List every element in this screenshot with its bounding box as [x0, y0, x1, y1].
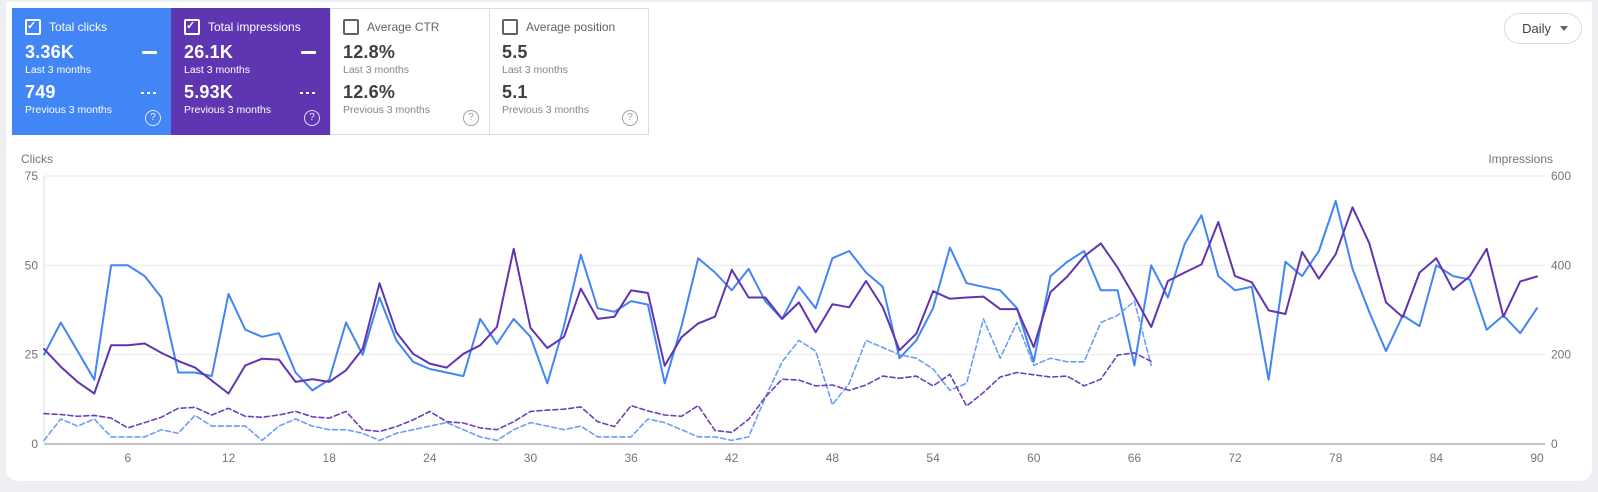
svg-text:18: 18 — [323, 451, 337, 465]
svg-text:84: 84 — [1430, 451, 1444, 465]
card-title: Average position — [526, 20, 616, 34]
card-average-ctr[interactable]: Average CTR 12.8% Last 3 months 12.6% Pr… — [330, 8, 490, 135]
current-value: 12.8% — [343, 42, 396, 62]
card-header: Average position — [502, 19, 636, 35]
current-value-row: 26.1K — [184, 42, 318, 63]
card-total-impressions[interactable]: Total impressions 26.1K Last 3 months 5.… — [171, 8, 331, 135]
current-period-label: Last 3 months — [25, 64, 91, 76]
svg-text:Impressions: Impressions — [1488, 152, 1553, 166]
checkbox-icon[interactable] — [184, 19, 200, 35]
current-value: 3.36K — [25, 42, 75, 62]
svg-text:36: 36 — [624, 451, 638, 465]
granularity-label: Daily — [1522, 21, 1551, 36]
svg-text:600: 600 — [1551, 169, 1571, 183]
current-period-label: Last 3 months — [343, 64, 409, 76]
svg-text:78: 78 — [1329, 451, 1343, 465]
previous-value-row: 749 — [25, 82, 159, 103]
svg-text:50: 50 — [25, 258, 39, 272]
checkbox-icon[interactable] — [25, 19, 41, 35]
svg-text:25: 25 — [25, 348, 39, 362]
card-header: Total impressions — [184, 19, 318, 35]
chevron-down-icon — [1560, 26, 1568, 31]
help-icon[interactable] — [145, 110, 161, 126]
previous-period-label: Previous 3 months — [343, 104, 430, 116]
current-value: 26.1K — [184, 42, 234, 62]
svg-text:24: 24 — [423, 451, 437, 465]
previous-value: 12.6% — [343, 82, 396, 102]
svg-text:0: 0 — [31, 437, 38, 451]
card-title: Average CTR — [367, 20, 440, 34]
previous-period-label: Previous 3 months — [184, 104, 271, 116]
svg-text:Clicks: Clicks — [21, 152, 53, 166]
previous-value: 5.93K — [184, 82, 234, 102]
card-header: Total clicks — [25, 19, 159, 35]
previous-period-label: Previous 3 months — [502, 104, 589, 116]
help-icon[interactable] — [463, 110, 479, 126]
svg-text:400: 400 — [1551, 258, 1571, 272]
granularity-dropdown[interactable]: Daily — [1504, 13, 1582, 44]
previous-period-label: Previous 3 months — [25, 104, 112, 116]
help-icon[interactable] — [304, 110, 320, 126]
checkbox-icon[interactable] — [502, 19, 518, 35]
svg-text:54: 54 — [926, 451, 940, 465]
card-total-clicks[interactable]: Total clicks 3.36K Last 3 months 749 Pre… — [12, 8, 172, 135]
performance-panel: 0 0 25 200 50 400 75 600 Clicks Impressions 6 12 18 2… — [6, 2, 1592, 481]
svg-text:60: 60 — [1027, 451, 1041, 465]
svg-text:72: 72 — [1228, 451, 1242, 465]
card-header: Average CTR — [343, 19, 477, 35]
svg-text:6: 6 — [125, 451, 132, 465]
card-title: Total clicks — [49, 20, 108, 34]
previous-value-row: 5.93K — [184, 82, 318, 103]
metric-cards-row: Total clicks 3.36K Last 3 months 749 Pre… — [12, 8, 649, 135]
svg-text:75: 75 — [25, 169, 39, 183]
svg-text:0: 0 — [1551, 437, 1558, 451]
svg-text:66: 66 — [1128, 451, 1142, 465]
current-value: 5.5 — [502, 42, 528, 62]
current-value-row: 12.8% — [343, 42, 477, 63]
svg-text:90: 90 — [1530, 451, 1544, 465]
svg-text:200: 200 — [1551, 348, 1571, 362]
svg-text:48: 48 — [826, 451, 840, 465]
previous-value: 749 — [25, 82, 56, 102]
current-period-label: Last 3 months — [502, 64, 568, 76]
previous-value: 5.1 — [502, 82, 528, 102]
dashed-line-icon — [300, 91, 316, 94]
solid-line-icon — [142, 51, 157, 54]
card-average-position[interactable]: Average position 5.5 Last 3 months 5.1 P… — [489, 8, 649, 135]
previous-value-row: 5.1 — [502, 82, 636, 103]
checkbox-icon[interactable] — [343, 19, 359, 35]
dashed-line-icon — [141, 91, 157, 94]
performance-chart[interactable]: 0 0 25 200 50 400 75 600 Clicks Impressions 6 12 18 2… — [6, 2, 1592, 481]
current-value-row: 5.5 — [502, 42, 636, 63]
solid-line-icon — [301, 51, 316, 54]
current-value-row: 3.36K — [25, 42, 159, 63]
card-title: Total impressions — [208, 20, 301, 34]
previous-value-row: 12.6% — [343, 82, 477, 103]
svg-text:42: 42 — [725, 451, 739, 465]
svg-text:12: 12 — [222, 451, 236, 465]
help-icon[interactable] — [622, 110, 638, 126]
current-period-label: Last 3 months — [184, 64, 250, 76]
svg-text:30: 30 — [524, 451, 538, 465]
